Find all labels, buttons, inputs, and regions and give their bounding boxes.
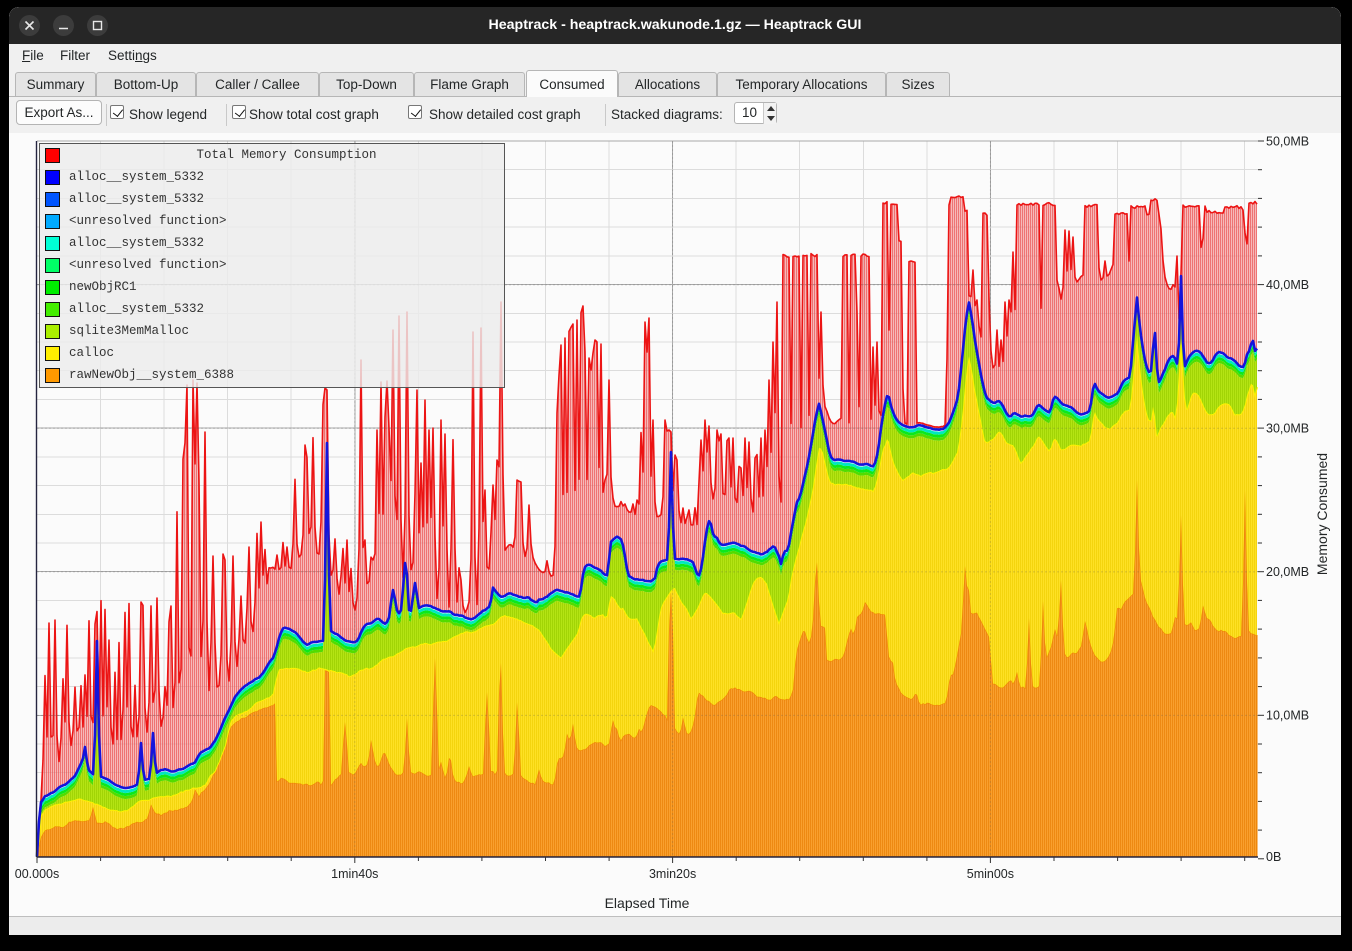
svg-text:0B: 0B [1266, 850, 1281, 864]
svg-text:Elapsed Time: Elapsed Time [605, 895, 690, 911]
svg-text:Memory Consumed: Memory Consumed [1314, 453, 1330, 575]
svg-text:00.000s: 00.000s [15, 867, 59, 881]
svg-text:30,0MB: 30,0MB [1266, 422, 1309, 436]
svg-text:5min00s: 5min00s [967, 867, 1014, 881]
svg-text:20,0MB: 20,0MB [1266, 565, 1309, 579]
svg-text:40,0MB: 40,0MB [1266, 278, 1309, 292]
svg-text:3min20s: 3min20s [649, 867, 696, 881]
svg-text:50,0MB: 50,0MB [1266, 135, 1309, 149]
svg-text:1min40s: 1min40s [331, 867, 378, 881]
svg-text:10,0MB: 10,0MB [1266, 709, 1309, 723]
